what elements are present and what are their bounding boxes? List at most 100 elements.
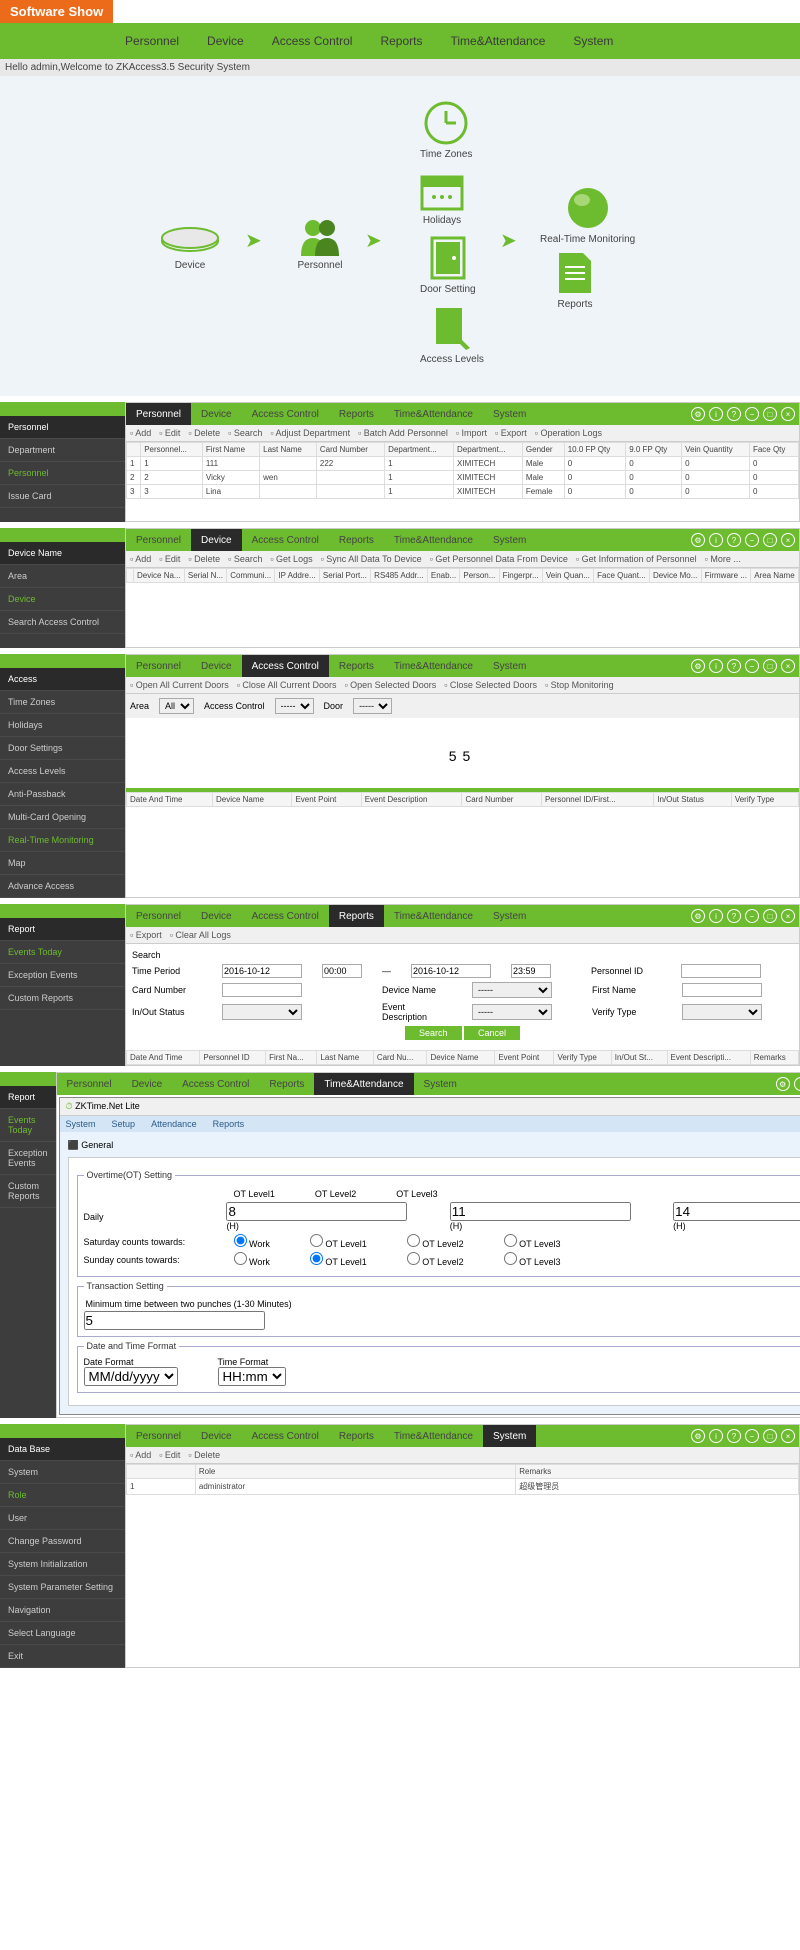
table-row[interactable]: 111112221XIMITECHMale0000 xyxy=(127,457,799,471)
event-desc-select[interactable]: ----- xyxy=(472,1004,552,1020)
date2-input[interactable] xyxy=(411,964,491,978)
minimize-icon[interactable]: − xyxy=(745,407,759,421)
tab-timeattendance[interactable]: Time&Attendance xyxy=(384,905,483,927)
close-icon[interactable]: × xyxy=(781,1429,795,1443)
ac-select[interactable]: ----- xyxy=(275,698,314,714)
toolbar-getinformationofpersonnel[interactable]: ▫ Get Information of Personnel xyxy=(576,554,697,564)
sidebar-item[interactable]: System Parameter Setting xyxy=(0,1576,125,1599)
sat-ot1-radio[interactable] xyxy=(310,1234,323,1247)
toolbar-stopmonitoring[interactable]: ▫ Stop Monitoring xyxy=(545,680,614,690)
close-icon[interactable]: × xyxy=(781,407,795,421)
toolbar-add[interactable]: ▫ Add xyxy=(130,428,151,438)
time1-input[interactable] xyxy=(322,964,362,978)
min-punch-input[interactable] xyxy=(84,1311,265,1330)
nav-device[interactable]: Device xyxy=(207,34,244,48)
tab-reports[interactable]: Reports xyxy=(329,655,384,677)
help-icon[interactable]: ? xyxy=(727,659,741,673)
sidebar-item[interactable]: Time Zones xyxy=(0,691,125,714)
sidebar-item[interactable]: Real-Time Monitoring xyxy=(0,829,125,852)
sidebar-item[interactable]: Department xyxy=(0,439,125,462)
tab-device[interactable]: Device xyxy=(191,403,242,425)
dlg-menu-reports[interactable]: Reports xyxy=(213,1119,245,1129)
verify-select[interactable] xyxy=(682,1004,762,1020)
cancel-button[interactable]: Cancel xyxy=(464,1026,520,1040)
sidebar-item[interactable]: Custom Reports xyxy=(0,1175,56,1208)
sidebar-item[interactable]: Navigation xyxy=(0,1599,125,1622)
toolbar-search[interactable]: ▫ Search xyxy=(228,554,262,564)
tab-accesscontrol[interactable]: Access Control xyxy=(242,655,329,677)
table-row[interactable]: 22Vickywen1XIMITECHMale0000 xyxy=(127,471,799,485)
toolbar-operationlogs[interactable]: ▫ Operation Logs xyxy=(535,428,602,438)
sidebar-item[interactable]: Holidays xyxy=(0,714,125,737)
dlg-menu-setup[interactable]: Setup xyxy=(112,1119,136,1129)
gear-icon[interactable]: ⚙ xyxy=(691,659,705,673)
toolbar-closeselecteddoors[interactable]: ▫ Close Selected Doors xyxy=(444,680,537,690)
tab-system[interactable]: System xyxy=(483,905,536,927)
maximize-icon[interactable]: □ xyxy=(763,407,777,421)
sidebar-item[interactable]: Role xyxy=(0,1484,125,1507)
tab-device[interactable]: Device xyxy=(191,529,242,551)
tab-system[interactable]: System xyxy=(483,655,536,677)
tab-system[interactable]: System xyxy=(483,1425,536,1447)
tab-reports[interactable]: Reports xyxy=(329,1425,384,1447)
help-icon[interactable]: ? xyxy=(727,1429,741,1443)
tab-system[interactable]: System xyxy=(483,529,536,551)
tab-system[interactable]: System xyxy=(483,403,536,425)
gear-icon[interactable]: ⚙ xyxy=(691,533,705,547)
tab-personnel[interactable]: Personnel xyxy=(126,529,191,551)
tab-device[interactable]: Device xyxy=(191,1425,242,1447)
sidebar-item[interactable]: Select Language xyxy=(0,1622,125,1645)
tab-reports[interactable]: Reports xyxy=(259,1073,314,1095)
tab-accesscontrol[interactable]: Access Control xyxy=(242,403,329,425)
sidebar-item[interactable]: Area xyxy=(0,565,125,588)
tab-accesscontrol[interactable]: Access Control xyxy=(242,529,329,551)
sidebar-item[interactable]: Anti-Passback xyxy=(0,783,125,806)
sidebar-item[interactable]: Data Base xyxy=(0,1438,125,1461)
ot2-input[interactable] xyxy=(450,1202,631,1221)
toolbar-syncalldatatodevice[interactable]: ▫ Sync All Data To Device xyxy=(321,554,422,564)
toolbar-delete[interactable]: ▫ Delete xyxy=(188,554,220,564)
sidebar-item[interactable]: Issue Card xyxy=(0,485,125,508)
maximize-icon[interactable]: □ xyxy=(763,1429,777,1443)
tab-personnel[interactable]: Personnel xyxy=(126,655,191,677)
minimize-icon[interactable]: − xyxy=(745,533,759,547)
close-icon[interactable]: × xyxy=(781,533,795,547)
info-icon[interactable]: i xyxy=(709,1429,723,1443)
gear-icon[interactable]: ⚙ xyxy=(776,1077,790,1091)
sidebar-item[interactable]: Events Today xyxy=(0,1109,56,1142)
sidebar-item[interactable]: Door Settings xyxy=(0,737,125,760)
tab-accesscontrol[interactable]: Access Control xyxy=(242,1425,329,1447)
time2-input[interactable] xyxy=(511,964,551,978)
sidebar-item[interactable]: Advance Access xyxy=(0,875,125,898)
info-icon[interactable]: i xyxy=(709,407,723,421)
sat-work-radio[interactable] xyxy=(234,1234,247,1247)
sidebar-item[interactable]: Multi-Card Opening xyxy=(0,806,125,829)
info-icon[interactable]: i xyxy=(709,659,723,673)
sidebar-item[interactable]: Exception Events xyxy=(0,1142,56,1175)
area-select[interactable]: All xyxy=(159,698,194,714)
card-number-input[interactable] xyxy=(222,983,302,997)
tab-personnel[interactable]: Personnel xyxy=(126,1425,191,1447)
tab-reports[interactable]: Reports xyxy=(329,905,384,927)
tab-personnel[interactable]: Personnel xyxy=(126,905,191,927)
sun-ot3-radio[interactable] xyxy=(504,1252,517,1265)
toolbar-openselecteddoors[interactable]: ▫ Open Selected Doors xyxy=(344,680,436,690)
sun-ot1-radio[interactable] xyxy=(310,1252,323,1265)
nav-personnel[interactable]: Personnel xyxy=(125,34,179,48)
table-row[interactable]: 33Lina1XIMITECHFemale0000 xyxy=(127,485,799,499)
maximize-icon[interactable]: □ xyxy=(763,659,777,673)
help-icon[interactable]: ? xyxy=(727,909,741,923)
toolbar-add[interactable]: ▫ Add xyxy=(130,1450,151,1460)
toolbar-getpersonneldatafromdevice[interactable]: ▫ Get Personnel Data From Device xyxy=(430,554,568,564)
tab-accesscontrol[interactable]: Access Control xyxy=(172,1073,259,1095)
sidebar-item[interactable]: Personnel xyxy=(0,416,125,439)
sidebar-item[interactable]: Change Password xyxy=(0,1530,125,1553)
toolbar-export[interactable]: ▫ Export xyxy=(495,428,527,438)
minimize-icon[interactable]: − xyxy=(745,1429,759,1443)
nav-system[interactable]: System xyxy=(573,34,613,48)
toolbar-more[interactable]: ▫ More ... xyxy=(705,554,741,564)
sidebar-item[interactable]: Device xyxy=(0,588,125,611)
tab-timeattendance[interactable]: Time&Attendance xyxy=(314,1073,413,1095)
sidebar-item[interactable]: System xyxy=(0,1461,125,1484)
toolbar-adjustdepartment[interactable]: ▫ Adjust Department xyxy=(270,428,350,438)
